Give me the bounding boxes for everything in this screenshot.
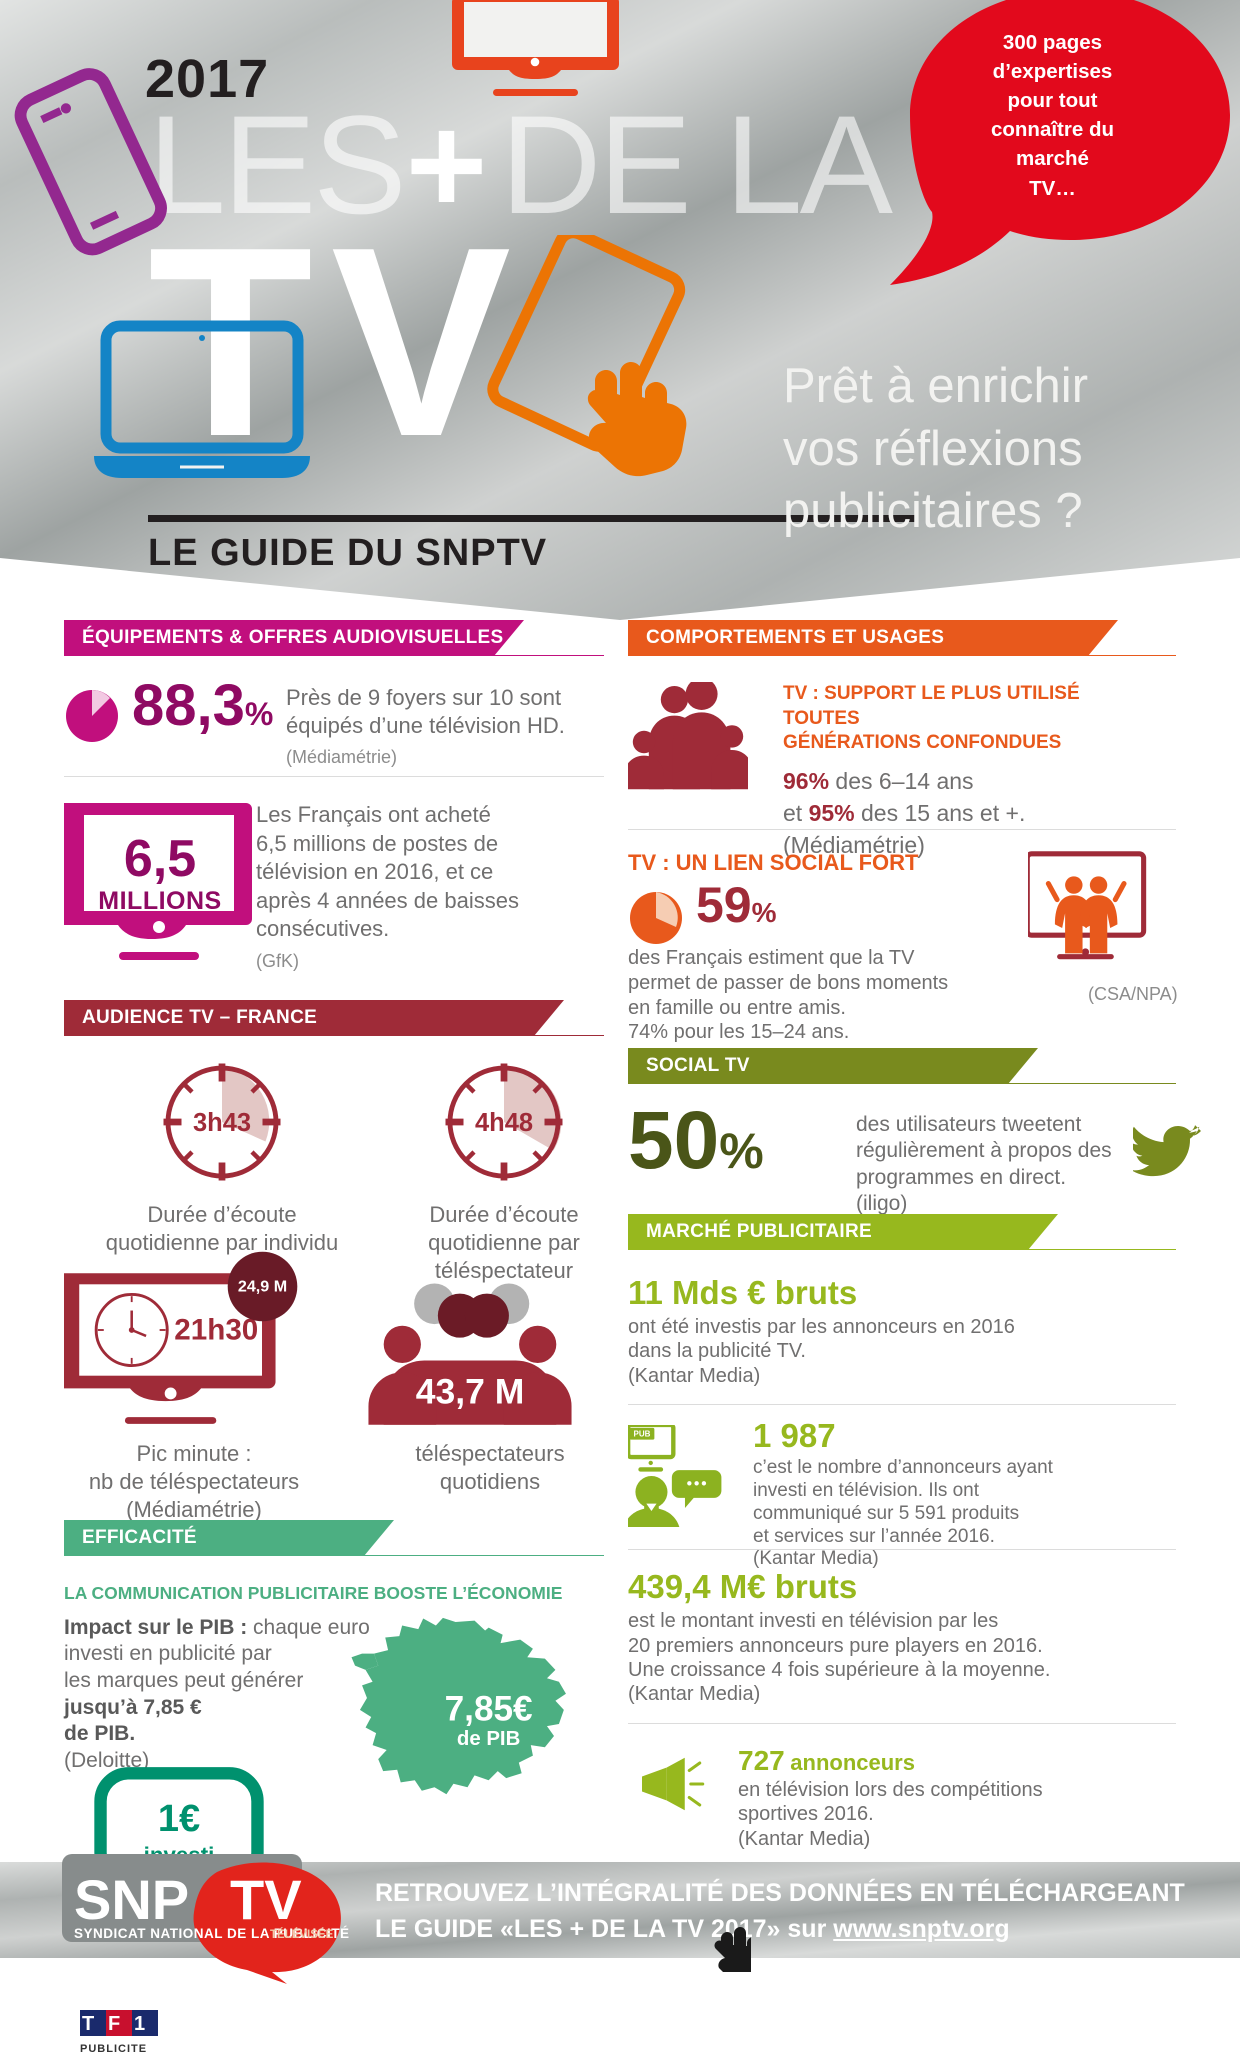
svg-text:1: 1 [134,2013,145,2035]
svg-text:24,9 M: 24,9 M [238,1278,287,1296]
svg-text:PUB: PUB [634,1430,651,1439]
svg-text:43,7 M: 43,7 M [416,1372,525,1412]
svg-text:de PIB: de PIB [457,1728,520,1750]
svg-text:T: T [82,2013,94,2035]
svg-text:TV: TV [230,1868,302,1931]
svg-text:SNP: SNP [74,1868,189,1931]
svg-text:TÉLÉVISÉE: TÉLÉVISÉE [270,1928,334,1941]
svg-text:1€: 1€ [158,1798,200,1840]
svg-text:3h43: 3h43 [193,1109,251,1137]
svg-text:4h48: 4h48 [475,1109,533,1137]
svg-text:F: F [108,2013,120,2035]
svg-text:7,85€: 7,85€ [445,1689,533,1728]
svg-text:PUBLICITE: PUBLICITE [80,2043,147,2055]
